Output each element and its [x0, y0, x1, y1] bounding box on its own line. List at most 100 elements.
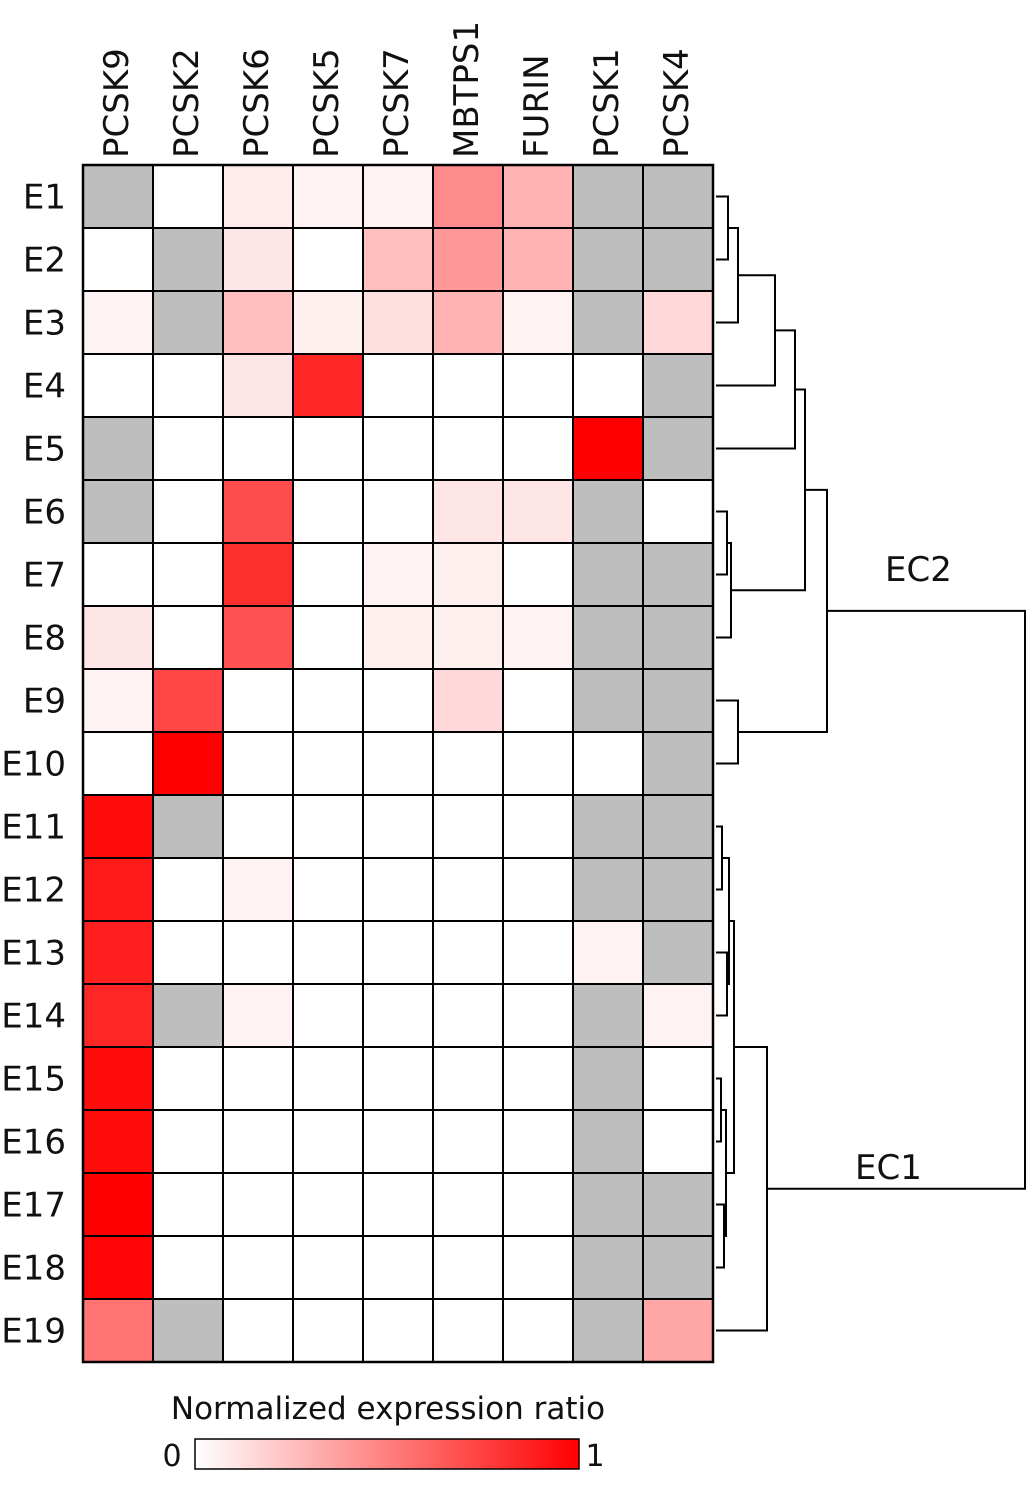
cell-e13-pcsk6: [222, 920, 294, 985]
cell-e1-furin: [502, 164, 574, 229]
cell-e13-pcsk2: [152, 920, 224, 985]
cell-e2-furin: [502, 227, 574, 292]
cell-e12-mbtps1: [432, 857, 504, 922]
cell-e4-pcsk7: [362, 353, 434, 418]
cell-e15-pcsk1: [572, 1046, 644, 1111]
column-label-pcsk5: PCSK5: [307, 48, 347, 158]
column-label-pcsk2: PCSK2: [167, 48, 207, 158]
cell-e8-pcsk4: [642, 605, 714, 670]
cell-e19-pcsk2: [152, 1298, 224, 1363]
row-label-e6: E6: [23, 493, 66, 533]
cell-e11-pcsk4: [642, 794, 714, 859]
row-label-e4: E4: [23, 367, 66, 407]
column-label-mbtps1: MBTPS1: [447, 21, 487, 158]
cell-e19-pcsk4: [642, 1298, 714, 1363]
cell-e19-furin: [502, 1298, 574, 1363]
row-label-e3: E3: [23, 304, 66, 344]
row-label-e15: E15: [1, 1060, 66, 1100]
cell-e5-pcsk9: [82, 416, 154, 481]
row-label-e2: E2: [23, 241, 66, 281]
cell-e14-pcsk1: [572, 983, 644, 1048]
cell-e1-pcsk2: [152, 164, 224, 229]
cell-e19-mbtps1: [432, 1298, 504, 1363]
cell-e9-pcsk7: [362, 668, 434, 733]
cell-e1-pcsk6: [222, 164, 294, 229]
cell-e2-mbtps1: [432, 227, 504, 292]
dendrogram-root: [767, 609, 1026, 1190]
cell-e2-pcsk5: [292, 227, 364, 292]
row-label-e17: E17: [1, 1186, 66, 1226]
cell-e14-pcsk9: [82, 983, 154, 1048]
cell-e3-pcsk2: [152, 290, 224, 355]
cell-e15-pcsk7: [362, 1046, 434, 1111]
cell-e4-pcsk5: [292, 353, 364, 418]
cell-e10-pcsk7: [362, 731, 434, 796]
cell-e12-pcsk1: [572, 857, 644, 922]
cell-e9-pcsk2: [152, 668, 224, 733]
cell-e10-mbtps1: [432, 731, 504, 796]
column-label-pcsk6: PCSK6: [237, 48, 277, 158]
dendrogram-e17-e18: [716, 1203, 725, 1269]
cell-e19-pcsk5: [292, 1298, 364, 1363]
cell-e13-furin: [502, 920, 574, 985]
cell-e7-pcsk5: [292, 542, 364, 607]
cell-e10-furin: [502, 731, 574, 796]
cell-e6-pcsk7: [362, 479, 434, 544]
cell-e12-pcsk4: [642, 857, 714, 922]
cell-e7-pcsk2: [152, 542, 224, 607]
cell-e5-pcsk2: [152, 416, 224, 481]
colorbar-max-label: 1: [585, 1439, 604, 1474]
cluster-label-ec2: EC2: [885, 550, 952, 590]
cell-e9-mbtps1: [432, 668, 504, 733]
cell-e18-pcsk5: [292, 1235, 364, 1300]
cell-e7-pcsk1: [572, 542, 644, 607]
cell-e16-pcsk7: [362, 1109, 434, 1174]
cell-e3-pcsk6: [222, 290, 294, 355]
colorbar-min-label: 0: [162, 1439, 181, 1474]
row-dendrogram: [716, 195, 1026, 1332]
cell-e2-pcsk6: [222, 227, 294, 292]
cell-e19-pcsk1: [572, 1298, 644, 1363]
cell-e7-furin: [502, 542, 574, 607]
cell-e16-mbtps1: [432, 1109, 504, 1174]
cell-e5-pcsk4: [642, 416, 714, 481]
cell-e11-furin: [502, 794, 574, 859]
colorbar-gradient: [194, 1438, 580, 1470]
cell-e16-pcsk2: [152, 1109, 224, 1174]
cell-e7-pcsk7: [362, 542, 434, 607]
cell-e12-pcsk7: [362, 857, 434, 922]
cell-e16-pcsk4: [642, 1109, 714, 1174]
cell-e11-pcsk7: [362, 794, 434, 859]
row-label-e14: E14: [1, 997, 66, 1037]
cell-e3-pcsk5: [292, 290, 364, 355]
cell-e10-pcsk4: [642, 731, 714, 796]
cell-e11-pcsk5: [292, 794, 364, 859]
cell-e11-pcsk1: [572, 794, 644, 859]
cell-e14-pcsk4: [642, 983, 714, 1048]
dendrogram-e6-e7: [716, 510, 728, 576]
cell-e10-pcsk1: [572, 731, 644, 796]
cell-e14-pcsk7: [362, 983, 434, 1048]
cell-e8-pcsk7: [362, 605, 434, 670]
cell-e4-pcsk9: [82, 353, 154, 418]
cell-e15-pcsk9: [82, 1046, 154, 1111]
dendrogram-e6-e8: [716, 542, 732, 639]
cell-e17-pcsk9: [82, 1172, 154, 1237]
column-label-pcsk7: PCSK7: [377, 48, 417, 158]
cell-e14-pcsk6: [222, 983, 294, 1048]
row-label-e12: E12: [1, 871, 66, 911]
cell-e17-mbtps1: [432, 1172, 504, 1237]
cell-e17-pcsk2: [152, 1172, 224, 1237]
cell-e4-pcsk2: [152, 353, 224, 418]
row-label-e18: E18: [1, 1249, 66, 1289]
row-label-e13: E13: [1, 934, 66, 974]
cell-e8-mbtps1: [432, 605, 504, 670]
cell-e8-furin: [502, 605, 574, 670]
cell-e1-pcsk4: [642, 164, 714, 229]
column-label-pcsk4: PCSK4: [657, 48, 697, 158]
cell-e18-furin: [502, 1235, 574, 1300]
row-label-e11: E11: [1, 808, 66, 848]
cell-e15-mbtps1: [432, 1046, 504, 1111]
cluster-labels: EC2 EC1: [855, 550, 952, 1188]
cell-e14-mbtps1: [432, 983, 504, 1048]
